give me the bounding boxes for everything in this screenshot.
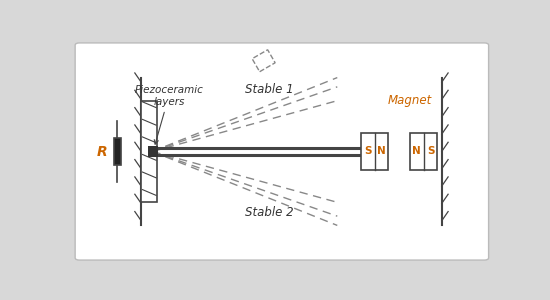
Bar (113, 138, 121, 165)
Bar (141, 101, 157, 202)
Text: R: R (97, 145, 107, 158)
Bar (410, 133, 437, 170)
Bar (400, 271, 423, 293)
Text: S: S (427, 146, 434, 157)
Text: S: S (364, 146, 371, 157)
Text: Piezoceramic
layers: Piezoceramic layers (135, 85, 204, 144)
Bar (148, 146, 158, 157)
Text: Stable 2: Stable 2 (245, 206, 293, 219)
Bar (361, 133, 388, 170)
Text: N: N (412, 146, 421, 157)
FancyBboxPatch shape (75, 43, 488, 260)
Text: N: N (377, 146, 386, 157)
Text: Magnet: Magnet (388, 94, 432, 107)
Bar (252, 50, 275, 72)
Text: Stable 1: Stable 1 (245, 82, 293, 96)
